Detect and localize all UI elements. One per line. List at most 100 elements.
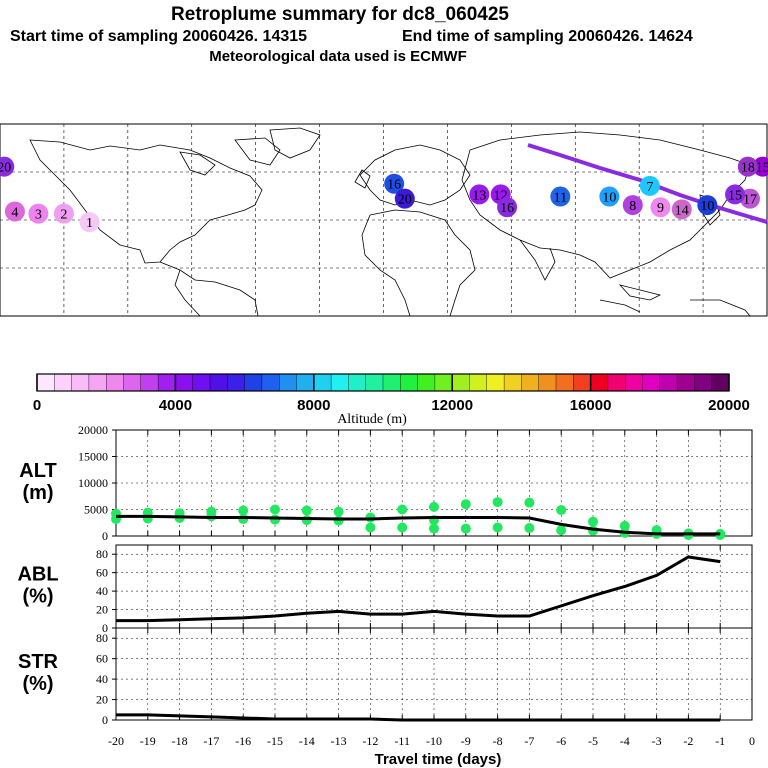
y-tick-label: 60 (96, 652, 108, 666)
colorbar-cell (279, 373, 298, 392)
map-bubble (671, 199, 692, 220)
figure-title: Retroplume summary for dc8_060425 (171, 4, 509, 25)
scatter-point (460, 499, 471, 510)
scatter-point (588, 516, 598, 527)
altitude-colorbar: 0 4000 8000 12000 16000 20000 Altitude (m) (33, 373, 750, 427)
colorbar-cell (36, 373, 55, 392)
y-tick-label: 0 (102, 713, 108, 727)
map-bubble-label: 7 (646, 180, 653, 195)
scatter-point (301, 505, 312, 516)
x-tick-label: -2 (683, 734, 693, 748)
map-bubble (394, 188, 415, 209)
colorbar-tick-label: 12000 (431, 397, 473, 414)
x-tick-label: -13 (331, 734, 347, 748)
map-bubble-label: 14 (675, 203, 689, 218)
colorbar-cell (642, 373, 661, 392)
x-axis-label: Travel time (days) (375, 751, 502, 768)
map-bubble (53, 203, 74, 224)
scatter-point (365, 522, 376, 533)
map-bubble (4, 201, 25, 222)
colorbar-caption: Altitude (m) (337, 412, 407, 427)
map-bubble-label: 13 (472, 188, 486, 203)
scatter-point (524, 523, 535, 534)
colorbar-cell (261, 373, 280, 392)
panel-1: 80 60 40 20 0 ABL(%) (17, 544, 753, 635)
series-line (116, 514, 721, 536)
scatter-point (492, 522, 503, 533)
colorbar-cell (123, 373, 142, 392)
y-tick-label: 80 (96, 631, 108, 645)
y-tick-label: 20000 (78, 423, 108, 437)
map-bubble-label: 20 (398, 193, 412, 208)
map-bubble (639, 175, 660, 196)
y-tick-label: 10000 (78, 476, 108, 490)
scatter-point (429, 501, 439, 512)
map-bubble (28, 203, 49, 224)
x-tick-label: -8 (493, 734, 503, 748)
colorbar-cell (54, 373, 73, 392)
colorbar-cell (382, 373, 401, 392)
y-tick-label: 40 (96, 672, 108, 686)
scatter-point (301, 515, 312, 526)
scatter-point (238, 505, 249, 516)
colorbar-cell (365, 373, 384, 392)
panel-ylabel: STR (18, 651, 59, 673)
y-tick-label: 5000 (84, 503, 108, 517)
colorbar-cell (573, 373, 592, 392)
panel-0: 20000 15000 10000 5000 0 ALT(m) (19, 423, 753, 543)
map-bubble-label: 2 (60, 208, 67, 223)
map-bubble (384, 173, 405, 194)
scatter-point (460, 523, 471, 534)
y-tick-label: 15000 (78, 450, 108, 464)
map-bubble-label: 15 (728, 188, 742, 203)
y-tick-label: 60 (96, 566, 108, 580)
x-tick-label: -1 (715, 734, 725, 748)
colorbar-cell (400, 373, 419, 392)
scatter-point (270, 514, 280, 525)
x-tick-label: -9 (461, 734, 471, 748)
x-tick-label: 0 (749, 734, 755, 748)
colorbar-cell (659, 373, 678, 392)
colorbar-cell (348, 373, 367, 392)
start-time-label: Start time of sampling 20060426. 14315 (10, 28, 307, 45)
map-bubble (622, 195, 643, 216)
map-bubble-label: 16 (500, 201, 514, 216)
end-time-label: End time of sampling 20060426. 14624 (402, 28, 693, 45)
panel-ylabel: (m) (22, 482, 53, 504)
colorbar-cell (676, 373, 695, 392)
colorbar-cell (105, 373, 124, 392)
scatter-point (333, 506, 344, 517)
colorbar-cell (538, 373, 557, 392)
scatter-point (429, 523, 439, 534)
panel-ylabel: (%) (22, 673, 53, 695)
map-bubble-label: 11 (554, 191, 567, 206)
scatter-point (238, 514, 249, 525)
x-tick-label: -18 (172, 734, 188, 748)
colorbar-cell (555, 373, 574, 392)
scatter-point (619, 520, 630, 531)
time-series-panels: 20000150001000050000ALT(m)806040200ABL(%… (17, 423, 755, 748)
x-tick-label: -15 (267, 734, 283, 748)
colorbar-cell (296, 373, 315, 392)
map-bubble-label: 10 (700, 199, 714, 214)
map-bubble-label: 18 (741, 161, 755, 176)
map-bubble-label: 17 (743, 193, 757, 208)
map-bubble-label: 3 (35, 208, 42, 223)
colorbar-cell (434, 373, 453, 392)
colorbar-cell (157, 373, 176, 392)
x-tick-label: -5 (588, 734, 598, 748)
met-data-label: Meteorological data used is ECMWF (209, 48, 467, 65)
map-bubble (469, 184, 490, 205)
colorbar-tick-label: 8000 (297, 397, 330, 414)
colorbar-cell (209, 373, 228, 392)
plume-trajectory-line (527, 143, 768, 224)
map-bubble-label: 15 (756, 161, 768, 176)
map-bubble (752, 156, 768, 177)
colorbar-tick-label: 0 (33, 397, 41, 414)
x-tick-label: -12 (362, 734, 378, 748)
map-bubble (497, 197, 518, 218)
x-tick-label: -3 (652, 734, 662, 748)
